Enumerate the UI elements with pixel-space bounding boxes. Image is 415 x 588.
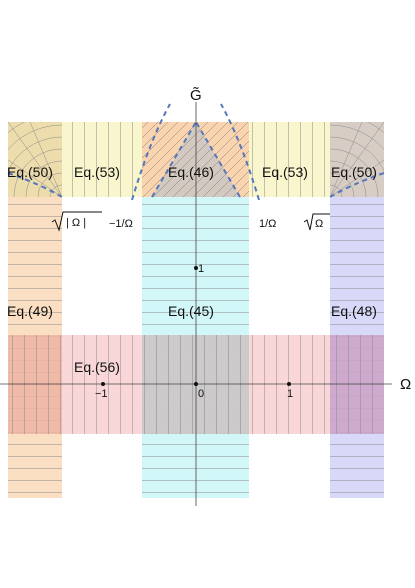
region-yellow-left-hatch xyxy=(62,122,142,197)
curve-inv-right xyxy=(220,103,260,201)
x-tick-label-1: 0 xyxy=(198,388,204,400)
label-minus-inv-omega: −1/Ω xyxy=(109,218,133,230)
label-eq53-right: Eq.(53) xyxy=(262,164,308,180)
label-sqrt-abs-omega: | Ω | xyxy=(51,211,102,232)
label-eq45: Eq.(45) xyxy=(168,303,214,319)
corner-left-arcs xyxy=(8,122,62,197)
x-tick-mark-0 xyxy=(101,382,105,386)
label-eq49: Eq.(49) xyxy=(7,303,53,319)
label-inv-omega: 1/Ω xyxy=(259,218,276,230)
curve-inv-left xyxy=(131,103,171,201)
label-eq50-right: Eq.(50) xyxy=(331,164,377,180)
label-sqrt-omega: Ω xyxy=(303,213,330,231)
boundary-curves xyxy=(7,103,385,201)
regions-layer xyxy=(8,122,384,498)
curve-tri-right xyxy=(195,121,241,198)
x-axis-name: Ω xyxy=(400,376,411,393)
region-yellow-right-hatch xyxy=(249,122,330,197)
x-tick-mark-2 xyxy=(287,382,291,386)
x-tick-label-2: 1 xyxy=(287,388,293,400)
corner-right-arcs xyxy=(330,122,384,197)
x-tick-label-0: −1 xyxy=(95,388,108,400)
curve-sqrt-right xyxy=(329,172,385,198)
sqrt-abs-omega-text: | Ω | xyxy=(66,217,86,229)
curve-tri-left xyxy=(151,121,197,198)
label-eq48: Eq.(48) xyxy=(331,303,377,319)
radical-sign-left xyxy=(51,211,102,232)
x-tick-mark-1 xyxy=(194,382,198,386)
sqrt-omega-text: Ω xyxy=(315,218,323,230)
y-axis-name: G̃ xyxy=(190,87,202,104)
x-ticks: −1 0 1 xyxy=(95,382,293,400)
label-eq46: Eq.(46) xyxy=(168,164,214,180)
label-eq56: Eq.(56) xyxy=(74,359,120,375)
region-overlap-right-hatch xyxy=(330,335,384,434)
region-overlap-left-hatch xyxy=(8,335,62,434)
y-tick-label-0: 1 xyxy=(198,263,204,275)
radical-sign-right xyxy=(303,213,330,231)
curve-sqrt-left xyxy=(7,172,63,198)
label-eq50-left: Eq.(50) xyxy=(7,164,53,180)
y-ticks: 1 xyxy=(194,263,204,275)
label-eq53-left: Eq.(53) xyxy=(74,164,120,180)
y-tick-mark-0 xyxy=(194,266,198,270)
